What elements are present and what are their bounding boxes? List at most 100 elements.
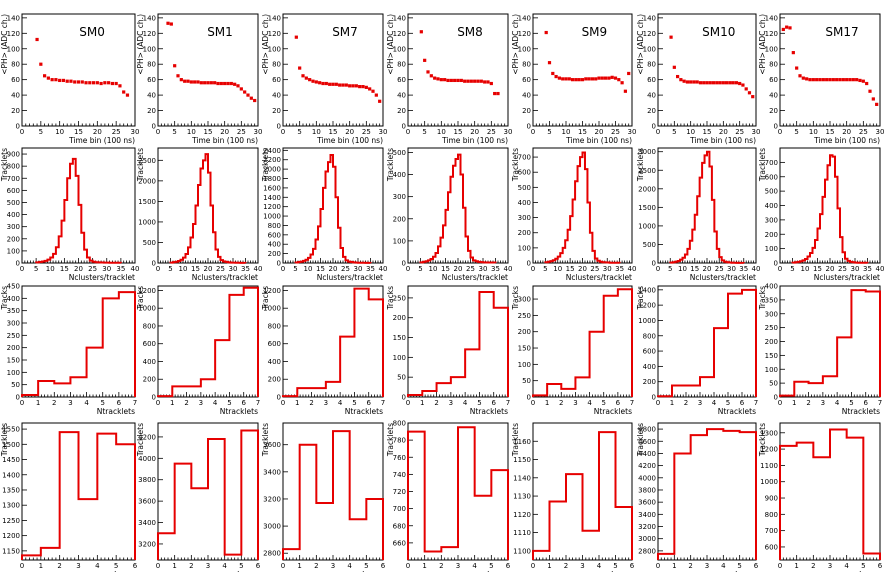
data-point bbox=[479, 79, 483, 83]
x-axis-label: Layer bbox=[487, 570, 509, 572]
y-tick-label: 60 bbox=[11, 76, 20, 84]
x-tick-label: 5 bbox=[794, 128, 798, 136]
y-tick-label: 500 bbox=[7, 199, 20, 207]
x-axis-label: Ntracklets bbox=[470, 407, 508, 416]
y-tick-label: 1450 bbox=[2, 456, 20, 464]
data-point bbox=[179, 78, 183, 82]
data-point bbox=[496, 91, 500, 96]
data-point bbox=[110, 81, 114, 86]
x-tick-label: 5 bbox=[790, 265, 794, 273]
x-tick-label: 0 bbox=[778, 399, 782, 407]
data-point bbox=[301, 74, 305, 78]
data-point bbox=[58, 78, 62, 83]
y-axis-label: Tracks bbox=[261, 286, 270, 311]
x-tick-label: 5 bbox=[668, 265, 672, 273]
histogram-line bbox=[779, 289, 881, 397]
x-tick-label: 30 bbox=[504, 128, 513, 136]
x-tick-label: 20 bbox=[345, 128, 354, 136]
x-tick-label: 0 bbox=[656, 265, 660, 273]
y-tick-label: 140 bbox=[143, 14, 156, 22]
data-point bbox=[841, 78, 845, 82]
y-tick-label: 1250 bbox=[2, 517, 20, 525]
x-tick-label: 10 bbox=[187, 128, 196, 136]
panel-r2-c5: 0 1 2 3 4 5 6 7 0 200 400 600 800 1000 1200 1400 Ntrackl… bbox=[636, 285, 758, 416]
y-tick-label: 140 bbox=[393, 14, 406, 22]
x-tick-label: 35 bbox=[615, 265, 624, 273]
y-tick-label: 600 bbox=[765, 543, 778, 551]
plot-frame bbox=[779, 285, 881, 398]
y-tick-label: 150 bbox=[393, 334, 406, 342]
y-tick-label: 3000 bbox=[263, 523, 281, 531]
x-tick-label: 0 bbox=[656, 128, 660, 136]
data-point bbox=[426, 70, 430, 74]
x-tick-label: 4 bbox=[84, 399, 89, 407]
x-tick-label: 0 bbox=[656, 562, 660, 570]
x-tick-label: 15 bbox=[60, 265, 69, 273]
y-tick-label: 150 bbox=[765, 352, 778, 360]
data-point bbox=[61, 78, 66, 83]
x-tick-label: 25 bbox=[88, 265, 97, 273]
y-tick-label: 0 bbox=[527, 260, 531, 268]
y-tick-label: 50 bbox=[522, 377, 531, 385]
data-point bbox=[213, 81, 217, 85]
y-tick-label: 0 bbox=[774, 394, 778, 402]
histogram-line bbox=[407, 426, 509, 560]
x-axis-label: Layer bbox=[611, 570, 633, 572]
y-tick-label: 50 bbox=[769, 380, 778, 388]
data-point bbox=[617, 78, 621, 82]
x-tick-label: 4 bbox=[95, 562, 100, 570]
panel-r1-c1: 0 5 10 15 20 25 30 35 4005001000150020002500Nclu… bbox=[136, 147, 262, 282]
x-tick-label: 5 bbox=[114, 562, 118, 570]
x-tick-label: 5 bbox=[861, 562, 865, 570]
x-tick-label: 3 bbox=[821, 399, 825, 407]
x-tick-label: 0 bbox=[281, 128, 285, 136]
x-tick-label: 25 bbox=[237, 128, 246, 136]
data-point bbox=[341, 83, 345, 87]
x-tick-label: 15 bbox=[454, 128, 463, 136]
x-tick-label: 2 bbox=[439, 562, 443, 570]
x-tick-label: 10 bbox=[801, 265, 810, 273]
y-tick-label: 700 bbox=[7, 175, 20, 183]
data-point bbox=[486, 80, 490, 84]
y-tick-label: 140 bbox=[518, 14, 531, 22]
data-point bbox=[731, 81, 735, 85]
data-point bbox=[73, 80, 77, 84]
x-tick-label: 25 bbox=[466, 265, 475, 273]
y-tick-label: 800 bbox=[765, 511, 778, 519]
y-tick-label: 100 bbox=[765, 45, 778, 53]
x-tick-label: 40 bbox=[379, 265, 388, 273]
data-point bbox=[54, 78, 58, 82]
x-tick-label: 5 bbox=[547, 128, 551, 136]
x-tick-label: 3 bbox=[199, 399, 203, 407]
y-axis-label: Tracklets bbox=[636, 148, 645, 182]
y-tick-label: 400 bbox=[518, 199, 531, 207]
data-point bbox=[580, 78, 585, 82]
panel-r1-c5: 0 5 10 15 20 25 30 35 40050010001500200025003000… bbox=[636, 147, 760, 282]
y-tick-label: 140 bbox=[643, 14, 656, 22]
data-point bbox=[169, 22, 173, 26]
y-tick-label: 120 bbox=[268, 30, 281, 38]
x-tick-label: 5 bbox=[422, 128, 426, 136]
y-tick-label: 660 bbox=[393, 539, 406, 547]
x-tick-label: 35 bbox=[116, 265, 125, 273]
y-tick-label: 1110 bbox=[513, 529, 531, 537]
x-tick-label: 3 bbox=[331, 562, 335, 570]
y-tick-label: 400 bbox=[765, 202, 778, 210]
histogram-line bbox=[419, 153, 497, 264]
x-tick-label: 6 bbox=[381, 562, 386, 570]
y-tick-label: 100 bbox=[268, 45, 281, 53]
panel-r2-c4: 0 1 2 3 4 5 6 7 0 50 100 150 200 250 300 Ntracklets Trac… bbox=[511, 285, 634, 416]
y-tick-label: 1500 bbox=[2, 441, 20, 449]
y-tick-label: 3200 bbox=[138, 540, 156, 548]
histogram-line bbox=[657, 288, 757, 398]
y-tick-label: 680 bbox=[393, 522, 406, 530]
data-point bbox=[318, 81, 322, 85]
panel-r2-c6: 0 1 2 3 4 5 6 7 0 50 100 150 200 250 300 350 400 Ntrackle… bbox=[758, 283, 882, 417]
x-tick-label: 2 bbox=[57, 562, 61, 570]
y-tick-label: 60 bbox=[522, 76, 531, 84]
data-point bbox=[298, 66, 302, 70]
x-axis-label: Nclusters/tracklet bbox=[317, 273, 383, 282]
data-point bbox=[838, 78, 842, 82]
data-point bbox=[821, 78, 825, 82]
data-point bbox=[725, 81, 729, 85]
